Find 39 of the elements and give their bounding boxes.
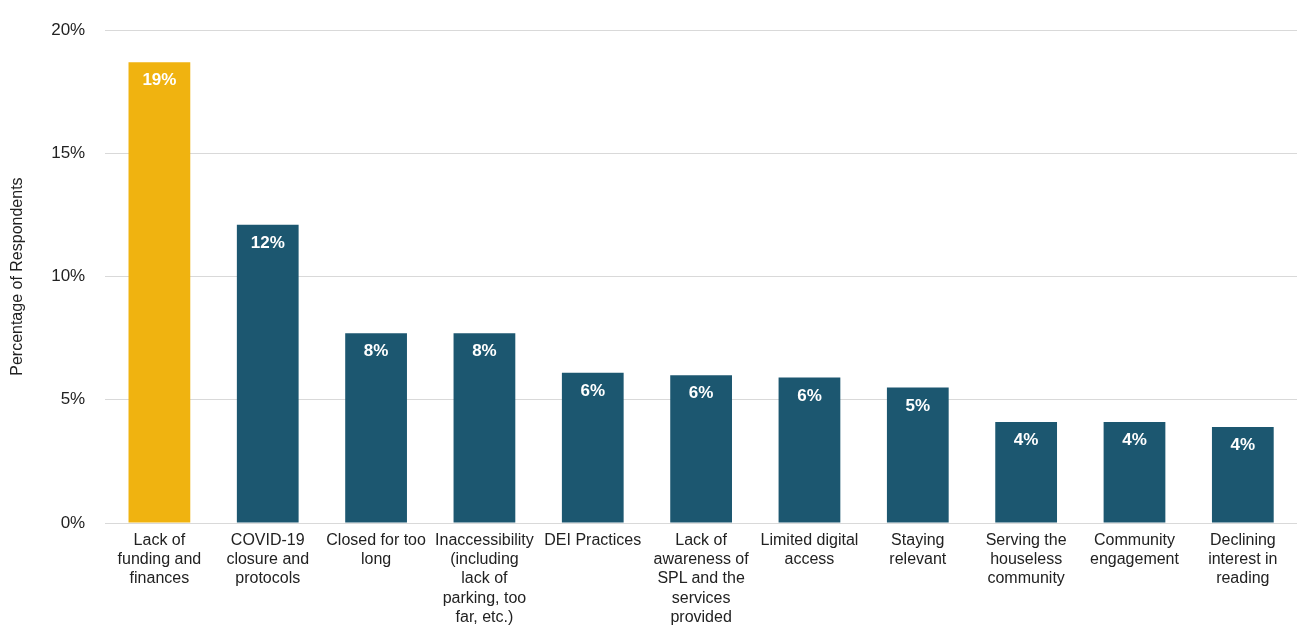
y-tick-label: 5% bbox=[60, 389, 86, 409]
data-label: 12% bbox=[250, 233, 285, 253]
bar bbox=[778, 377, 841, 523]
data-label: 8% bbox=[472, 341, 497, 361]
data-label: 5% bbox=[905, 395, 931, 415]
bar bbox=[345, 333, 407, 523]
x-tick-label: Lack of awareness of SPL and the services provided bbox=[653, 531, 750, 625]
bar bbox=[995, 421, 1058, 523]
x-tick-label: COVID-19 closure and protocols bbox=[226, 531, 310, 587]
data-label: 19% bbox=[142, 70, 177, 90]
bar bbox=[236, 224, 299, 523]
data-label: 4% bbox=[1013, 430, 1039, 450]
bar bbox=[886, 387, 949, 523]
x-tick-label: Declining interest in reading bbox=[1208, 531, 1278, 587]
data-label: 6% bbox=[797, 385, 822, 405]
y-tick-label: 0% bbox=[60, 512, 86, 532]
x-tick-label: Lack of funding and finances bbox=[117, 531, 202, 587]
bar bbox=[453, 333, 516, 523]
data-label: 6% bbox=[580, 380, 606, 400]
x-tick-label: Serving the houseless community bbox=[985, 531, 1067, 587]
x-tick-label: Community engagement bbox=[1090, 531, 1180, 568]
x-tick-label: Staying relevant bbox=[889, 531, 947, 568]
data-label: 6% bbox=[688, 383, 714, 403]
data-label: 4% bbox=[1230, 435, 1256, 455]
bar bbox=[561, 372, 624, 523]
x-tick-label: DEI Practices bbox=[544, 531, 642, 549]
data-label: 4% bbox=[1122, 430, 1147, 450]
bar bbox=[1103, 421, 1166, 523]
x-tick-label: Inaccessibility (including lack of parking, too far, etc.) bbox=[435, 531, 534, 625]
x-tick-label: Limited digital access bbox=[760, 531, 859, 568]
bar bbox=[1211, 426, 1274, 523]
y-tick-label: 10% bbox=[51, 266, 86, 286]
bar bbox=[670, 375, 732, 523]
bar bbox=[128, 62, 191, 523]
y-axis-title: Percentage of Respondents bbox=[8, 177, 26, 376]
data-label: 8% bbox=[363, 341, 389, 361]
y-tick-label: 20% bbox=[51, 19, 86, 39]
y-tick-label: 15% bbox=[51, 143, 86, 163]
x-tick-label: Closed for too long bbox=[326, 531, 426, 568]
